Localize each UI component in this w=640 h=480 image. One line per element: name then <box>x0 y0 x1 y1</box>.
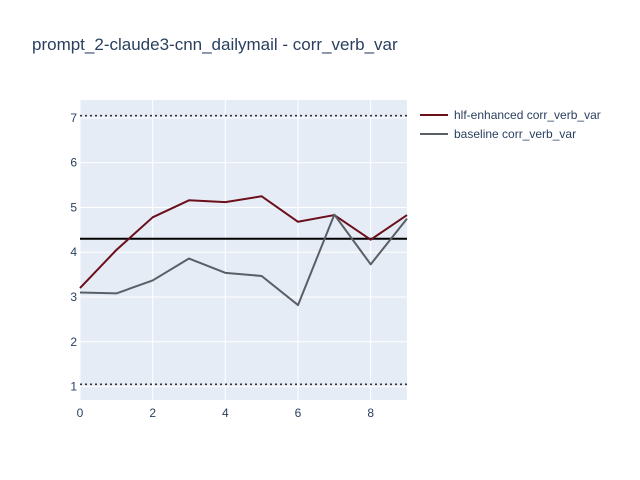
x-tick-label: 6 <box>295 406 302 420</box>
y-tick-label: 3 <box>70 290 77 304</box>
x-tick-label: 8 <box>367 406 374 420</box>
x-tick-label: 4 <box>222 406 229 420</box>
y-axis-ticks: 1 2 3 4 5 6 7 <box>70 111 77 394</box>
legend-item-0[interactable]: hlf-enhanced corr_verb_var <box>420 108 601 122</box>
series-line-1 <box>79 213 408 307</box>
legend-label: hlf-enhanced corr_verb_var <box>454 108 601 122</box>
series-line-0 <box>79 195 408 289</box>
series-lines <box>79 195 408 307</box>
legend[interactable]: hlf-enhanced corr_verb_var baseline corr_… <box>420 108 601 141</box>
y-tick-label: 6 <box>70 156 77 170</box>
grid <box>79 100 407 400</box>
legend-item-1[interactable]: baseline corr_verb_var <box>420 127 576 141</box>
y-tick-label: 7 <box>70 111 77 125</box>
y-tick-label: 5 <box>70 200 77 214</box>
y-tick-label: 4 <box>70 245 77 259</box>
chart-title: prompt_2-claude3-cnn_dailymail - corr_ve… <box>32 35 398 54</box>
x-tick-label: 2 <box>149 406 156 420</box>
x-tick-label: 0 <box>77 406 84 420</box>
plot-area <box>80 100 407 400</box>
y-tick-label: 2 <box>70 335 77 349</box>
y-tick-label: 1 <box>70 380 77 394</box>
x-axis-ticks: 0 2 4 6 8 <box>77 406 375 420</box>
legend-label: baseline corr_verb_var <box>454 127 576 141</box>
